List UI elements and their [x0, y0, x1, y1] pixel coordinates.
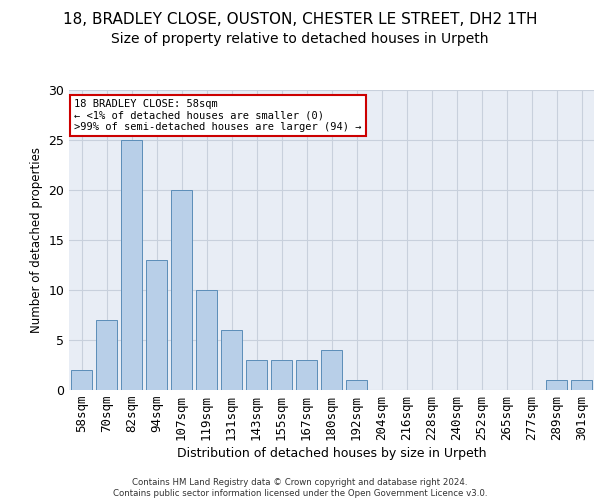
Bar [296, 360, 317, 390]
Y-axis label: Number of detached properties: Number of detached properties [30, 147, 43, 333]
Bar [71, 370, 92, 390]
Text: 18, BRADLEY CLOSE, OUSTON, CHESTER LE STREET, DH2 1TH: 18, BRADLEY CLOSE, OUSTON, CHESTER LE ST… [63, 12, 537, 28]
X-axis label: Distribution of detached houses by size in Urpeth: Distribution of detached houses by size … [177, 447, 486, 460]
Text: Size of property relative to detached houses in Urpeth: Size of property relative to detached ho… [111, 32, 489, 46]
Bar [321, 350, 342, 390]
Text: Contains HM Land Registry data © Crown copyright and database right 2024.
Contai: Contains HM Land Registry data © Crown c… [113, 478, 487, 498]
Text: 18 BRADLEY CLOSE: 58sqm
← <1% of detached houses are smaller (0)
>99% of semi-de: 18 BRADLEY CLOSE: 58sqm ← <1% of detache… [74, 99, 362, 132]
Bar [571, 380, 592, 390]
Bar [196, 290, 217, 390]
Bar [121, 140, 142, 390]
Bar [546, 380, 567, 390]
Bar [271, 360, 292, 390]
Bar [346, 380, 367, 390]
Bar [96, 320, 117, 390]
Bar [146, 260, 167, 390]
Bar [171, 190, 192, 390]
Bar [246, 360, 267, 390]
Bar [221, 330, 242, 390]
